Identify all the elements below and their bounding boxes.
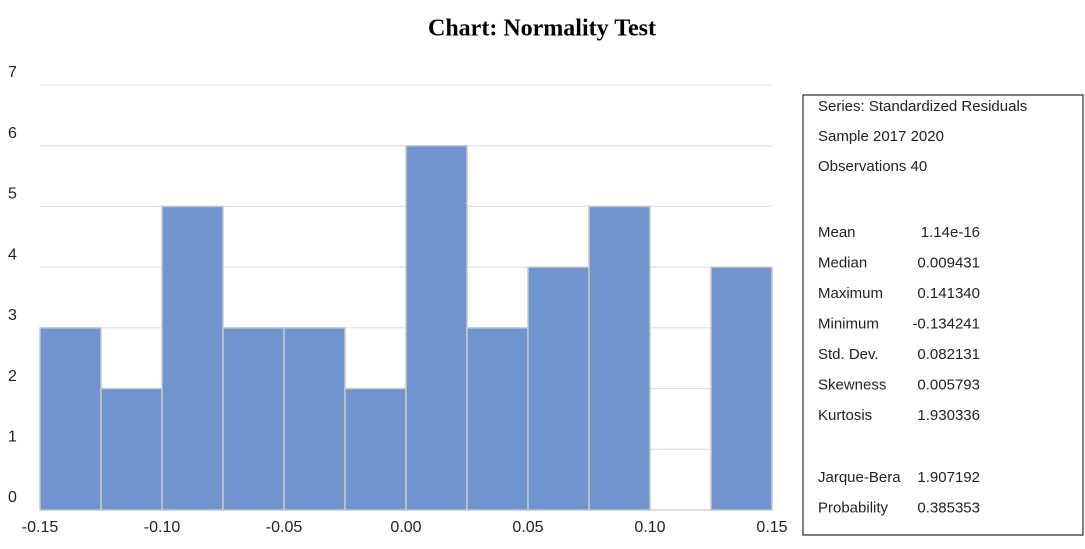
stats-header: Series: Standardized Residuals xyxy=(818,98,1027,115)
stats-header: Sample 2017 2020 xyxy=(818,128,944,145)
stat-label: Std. Dev. xyxy=(818,346,879,363)
x-tick-label: -0.10 xyxy=(144,519,181,536)
y-tick-label: 6 xyxy=(8,125,17,142)
bar xyxy=(222,327,285,511)
bar xyxy=(466,327,529,511)
stat-value: 0.385353 xyxy=(917,499,980,516)
stat-label: Median xyxy=(818,254,867,271)
stat-label: Mean xyxy=(818,224,856,241)
stats-box xyxy=(802,94,1084,536)
y-tick-label: 2 xyxy=(8,368,17,385)
bar xyxy=(283,327,346,511)
stat-label: Kurtosis xyxy=(818,407,872,424)
stat-value: 1.907192 xyxy=(917,469,980,486)
bar xyxy=(344,387,407,511)
stat-label: Maximum xyxy=(818,285,883,302)
stat-value: -0.134241 xyxy=(912,315,980,332)
stat-value: 1.930336 xyxy=(917,407,980,424)
bar xyxy=(39,327,102,511)
x-tick-label: -0.05 xyxy=(266,519,303,536)
x-tick-label: -0.15 xyxy=(22,519,59,536)
stat-label: Minimum xyxy=(818,315,879,332)
stat-value: 0.082131 xyxy=(917,346,980,363)
bar xyxy=(588,205,651,511)
stat-label: Jarque-Bera xyxy=(818,469,901,486)
y-tick-label: 4 xyxy=(8,246,17,263)
bar xyxy=(710,266,773,511)
bar xyxy=(161,205,224,511)
x-tick-label: 0.15 xyxy=(756,519,787,536)
stat-value: 0.009431 xyxy=(917,254,980,271)
y-tick-label: 3 xyxy=(8,307,17,324)
chart-title: Chart: Normality Test xyxy=(428,16,656,42)
stat-label: Skewness xyxy=(818,376,886,393)
stat-label: Probability xyxy=(818,499,889,516)
x-tick-label: 0.10 xyxy=(634,519,665,536)
y-tick-label: 0 xyxy=(8,489,17,506)
stat-value: 0.005793 xyxy=(917,376,980,393)
x-tick-label: 0.05 xyxy=(512,519,543,536)
stat-value: 1.14e-16 xyxy=(921,224,980,241)
y-tick-label: 1 xyxy=(8,429,17,446)
bar xyxy=(527,266,590,511)
stats-header: Observations 40 xyxy=(818,158,927,175)
y-tick-label: 5 xyxy=(8,186,17,203)
x-tick-label: 0.00 xyxy=(390,519,421,536)
stat-value: 0.141340 xyxy=(917,285,980,302)
bar xyxy=(405,144,468,511)
y-tick-label: 7 xyxy=(8,64,17,81)
bar xyxy=(100,387,163,511)
